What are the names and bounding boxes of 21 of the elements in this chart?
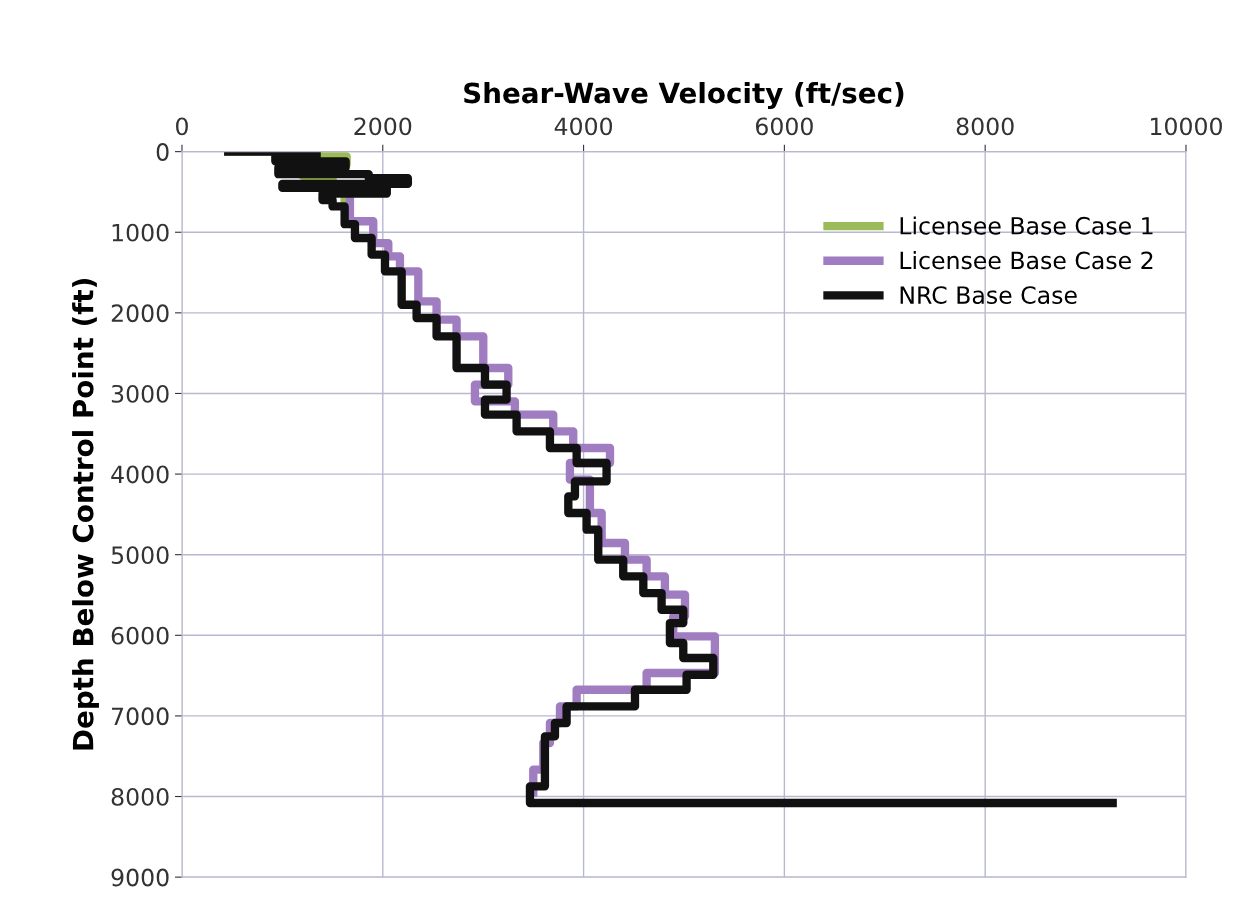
x-tick-label: 4000 [554, 117, 613, 136]
y-tick-label: 2000 [111, 304, 169, 323]
x-tick-label: 8000 [956, 117, 1014, 136]
x-tick-label: 2000 [354, 117, 412, 136]
y-tick-label: 8000 [111, 787, 169, 806]
x-tick-label: 6000 [755, 117, 813, 136]
y-tick-label: 1000 [112, 223, 169, 242]
y-axis-title: Depth Below Control Point (ft) [72, 279, 99, 750]
y-tick-label: 6000 [111, 626, 169, 645]
y-tick-label: 3000 [111, 384, 169, 403]
legend-label: NRC Base Case [900, 286, 1077, 305]
y-tick-label: 0 [156, 143, 169, 161]
x-tick-label: 10000 [1151, 117, 1222, 136]
legend-label: Licensee Base Case 2 [900, 251, 1153, 270]
y-tick-label: 7000 [112, 707, 169, 726]
y-tick-label: 5000 [111, 546, 169, 564]
y-tick-label: 4000 [111, 465, 169, 484]
x-tick-label: 0 [176, 117, 188, 136]
y-tick-label: 9000 [111, 868, 169, 887]
x-axis-title: Shear-Wave Velocity (ft/sec) [464, 81, 904, 110]
legend-label: Licensee Base Case 1 [900, 216, 1153, 235]
